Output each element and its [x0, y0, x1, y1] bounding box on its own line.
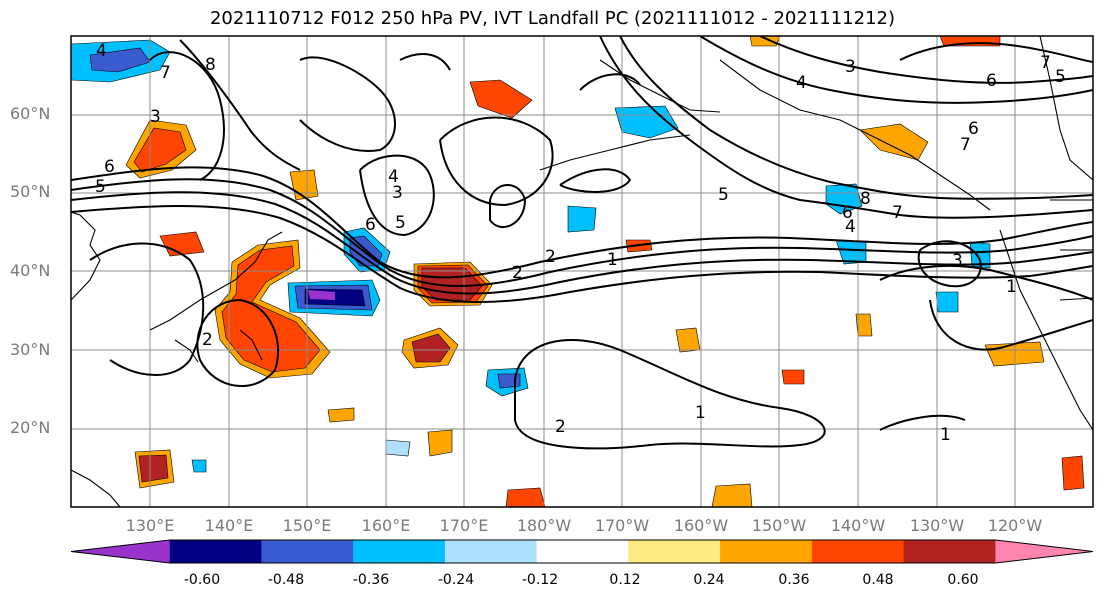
lon-label-140w: 140°W	[830, 516, 886, 535]
colorbar-tick-label: 0.36	[778, 572, 810, 588]
colorbar-bin	[903, 540, 996, 563]
contour-label: 6	[968, 119, 979, 139]
colorbar-extension-max	[995, 540, 1093, 563]
contour-label: 1	[1006, 277, 1017, 297]
lon-label-130e: 130°E	[125, 516, 175, 535]
contour-label: 5	[1055, 67, 1066, 87]
contour-label: 1	[695, 403, 706, 423]
lon-label-160w: 160°W	[673, 516, 729, 535]
colorbar-tick-label: -0.36	[352, 572, 390, 588]
contour-label: 7	[892, 203, 903, 223]
contour-lines	[71, 36, 1093, 450]
map-title: 2021110712 F012 250 hPa PV, IVT Landfall…	[209, 8, 896, 29]
contour-label: 4	[388, 167, 399, 187]
lon-label-180w: 180°W	[516, 516, 572, 535]
contour-label: 8	[860, 189, 871, 209]
lat-label-50: 50°N	[10, 182, 51, 201]
colorbar-bin	[720, 540, 813, 563]
contour-label: 1	[940, 425, 951, 445]
lon-label-170w: 170°W	[594, 516, 650, 535]
contour-label: 5	[395, 213, 406, 233]
contour-label: 7	[960, 135, 971, 155]
colorbar-tick-label: -0.24	[437, 572, 475, 588]
shaded-fields	[71, 36, 1085, 507]
lon-label-160e: 160°E	[361, 516, 411, 535]
colorbar-tick-label: 0.24	[693, 572, 725, 588]
lon-label-120w: 120°W	[987, 516, 1043, 535]
lat-label-20: 20°N	[10, 418, 51, 437]
contour-label: 7	[1040, 53, 1051, 73]
colorbar-bin	[444, 540, 538, 563]
contour-label: 2	[512, 263, 523, 283]
contour-label: 3	[845, 57, 856, 77]
contour-label: 6	[365, 215, 376, 235]
lon-label-150w: 150°W	[751, 516, 807, 535]
colorbar-bin	[536, 540, 629, 563]
contour-label: 4	[796, 73, 807, 93]
lat-label-30: 30°N	[10, 340, 51, 359]
contour-label: 8	[205, 55, 216, 75]
lat-label-60: 60°N	[10, 104, 51, 123]
colorbar-bin	[261, 540, 354, 563]
contour-label: 6	[104, 157, 115, 177]
contour-label: 4	[96, 41, 107, 61]
contour-label: 2	[545, 247, 556, 267]
map-frame	[70, 35, 1094, 508]
contour-label: 2	[202, 330, 213, 350]
colorbar-extension-min	[71, 540, 170, 563]
colorbar-tick-label: -0.60	[183, 572, 221, 588]
lat-label-40: 40°N	[10, 261, 51, 280]
colorbar-bin	[353, 540, 446, 563]
contour-label: 1	[607, 250, 618, 270]
colorbar-tick-label: 0.60	[947, 572, 979, 588]
colorbar-bin	[169, 540, 262, 563]
contour-label: 6	[986, 71, 997, 91]
colorbar-outline	[70, 539, 1094, 564]
contour-label: 5	[718, 185, 729, 205]
colorbar-tick-label: 0.12	[609, 572, 641, 588]
lon-label-150e: 150°E	[282, 516, 332, 535]
coastlines	[71, 36, 1093, 507]
colorbar-tick-label: -0.48	[267, 572, 305, 588]
lon-label-170e: 170°E	[439, 516, 489, 535]
contour-label: 5	[95, 177, 106, 197]
colorbar-bin	[628, 540, 721, 563]
contour-label: 3	[150, 107, 161, 127]
contour-label: 3	[952, 251, 963, 271]
colorbar-bin	[811, 540, 905, 563]
contour-label: 3	[392, 183, 403, 203]
lon-label-140e: 140°E	[204, 516, 254, 535]
contour-label: 2	[555, 417, 566, 437]
colorbar-tick-label: 0.48	[862, 572, 894, 588]
colorbar-tick-label: -0.12	[521, 572, 559, 588]
contour-label: 7	[160, 63, 171, 83]
contour-labels: 4 7 8 3 6 5 4 3 6 5 2 1 1 2 3 5 6 7 7 6 …	[95, 41, 1066, 445]
colorbar	[70, 539, 1094, 564]
lon-label-130w: 130°W	[909, 516, 965, 535]
contour-label: 6	[842, 203, 853, 223]
contour-label: 4	[845, 217, 856, 237]
